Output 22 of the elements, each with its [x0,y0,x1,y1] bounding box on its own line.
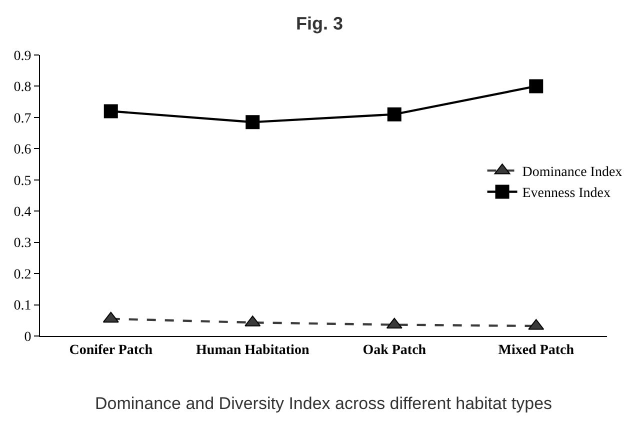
y-tick-label: 0.8 [14,80,32,96]
y-tick-label: 0.2 [14,267,32,282]
y-tick-label: 0.1 [14,298,32,314]
y-tick-label: 0.4 [14,205,32,220]
x-tick-label: Mixed Patch [498,342,574,358]
y-tick-label: 0.9 [14,48,32,64]
y-tick-label: 0.5 [14,174,32,189]
chart-title: Fig. 3 [296,14,344,34]
legend-label: Evenness Index [522,186,611,202]
point [104,104,118,118]
x-tick-label: Conifer Patch [69,342,153,358]
y-tick-label: 0.3 [14,236,32,252]
y-tick-label: 0.7 [14,111,32,126]
text: Dominance and Diversity Index across different habitat types [95,394,552,413]
y-tick-label: 0.6 [14,142,32,158]
x-tick-label: Oak Patch [362,342,426,358]
point [387,107,402,122]
point [246,115,260,130]
y-tick-label: 0 [24,330,32,345]
x-tick-label: Human Habitation [196,342,310,358]
legend-label: Dominance Index [522,165,622,180]
point [529,79,544,94]
